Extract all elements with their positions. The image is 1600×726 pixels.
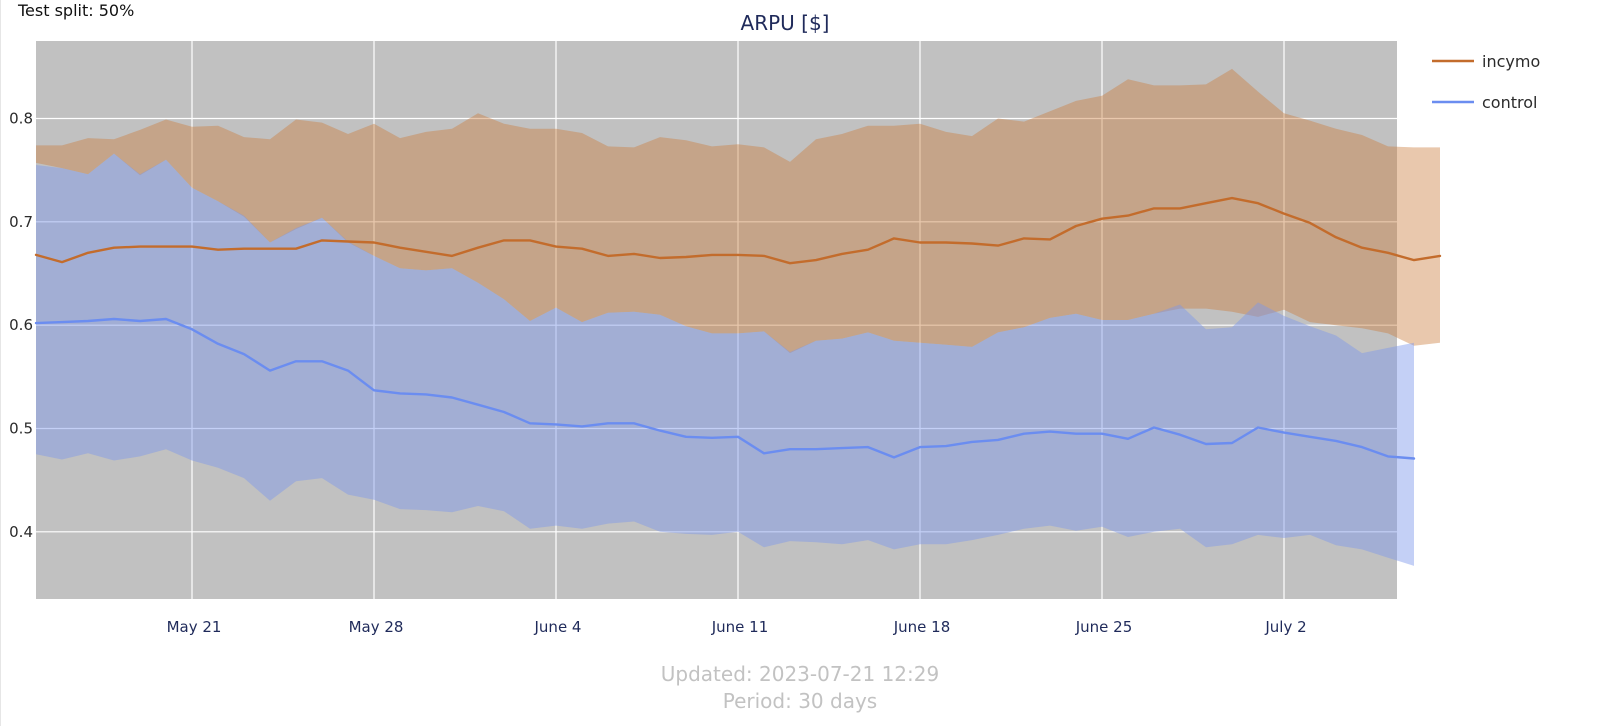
x-tick-label-3: June 11 xyxy=(711,618,769,636)
grid-lines xyxy=(36,41,1397,599)
x-tick-label-0: May 21 xyxy=(167,618,222,636)
test-split-label: Test split: 50% xyxy=(18,1,135,20)
confidence-bands xyxy=(36,68,1440,566)
y-tick-label-4: 0.8 xyxy=(9,110,33,128)
legend-item-control[interactable]: control xyxy=(1432,93,1537,112)
legend-label-control: control xyxy=(1482,93,1537,112)
arpu-chart: ARPU [$] May 21 May 28 June 4 June 11 June 1… xyxy=(9,11,1540,637)
legend-label-incymo: incymo xyxy=(1482,52,1540,71)
x-tick-label-5: June 25 xyxy=(1075,618,1133,636)
x-tick-label-1: May 28 xyxy=(349,618,404,636)
x-tick-label-4: June 18 xyxy=(893,618,951,636)
y-tick-label-2: 0.6 xyxy=(9,316,33,334)
incymo-confidence-band xyxy=(36,68,1440,354)
y-tick-label-0: 0.4 xyxy=(9,523,33,541)
x-tick-label-6: July 2 xyxy=(1264,618,1306,636)
footer-updated: Updated: 2023-07-21 12:29 xyxy=(660,662,940,686)
axis-ticks: May 21 May 28 June 4 June 11 June 18 June 25 J… xyxy=(9,110,1307,637)
left-border xyxy=(0,0,1,726)
y-tick-label-1: 0.5 xyxy=(9,420,33,438)
chart-title: ARPU [$] xyxy=(741,11,830,35)
control-confidence-band xyxy=(36,153,1414,566)
incymo-line xyxy=(34,196,1442,265)
series-lines xyxy=(34,196,1442,460)
footer-period: Period: 30 days xyxy=(722,689,878,713)
x-tick-label-2: June 4 xyxy=(534,618,582,636)
legend[interactable]: incymo control xyxy=(1432,52,1540,112)
legend-item-incymo[interactable]: incymo xyxy=(1432,52,1540,71)
plot-background xyxy=(36,41,1397,599)
control-line xyxy=(34,317,1416,460)
y-tick-label-3: 0.7 xyxy=(9,213,33,231)
